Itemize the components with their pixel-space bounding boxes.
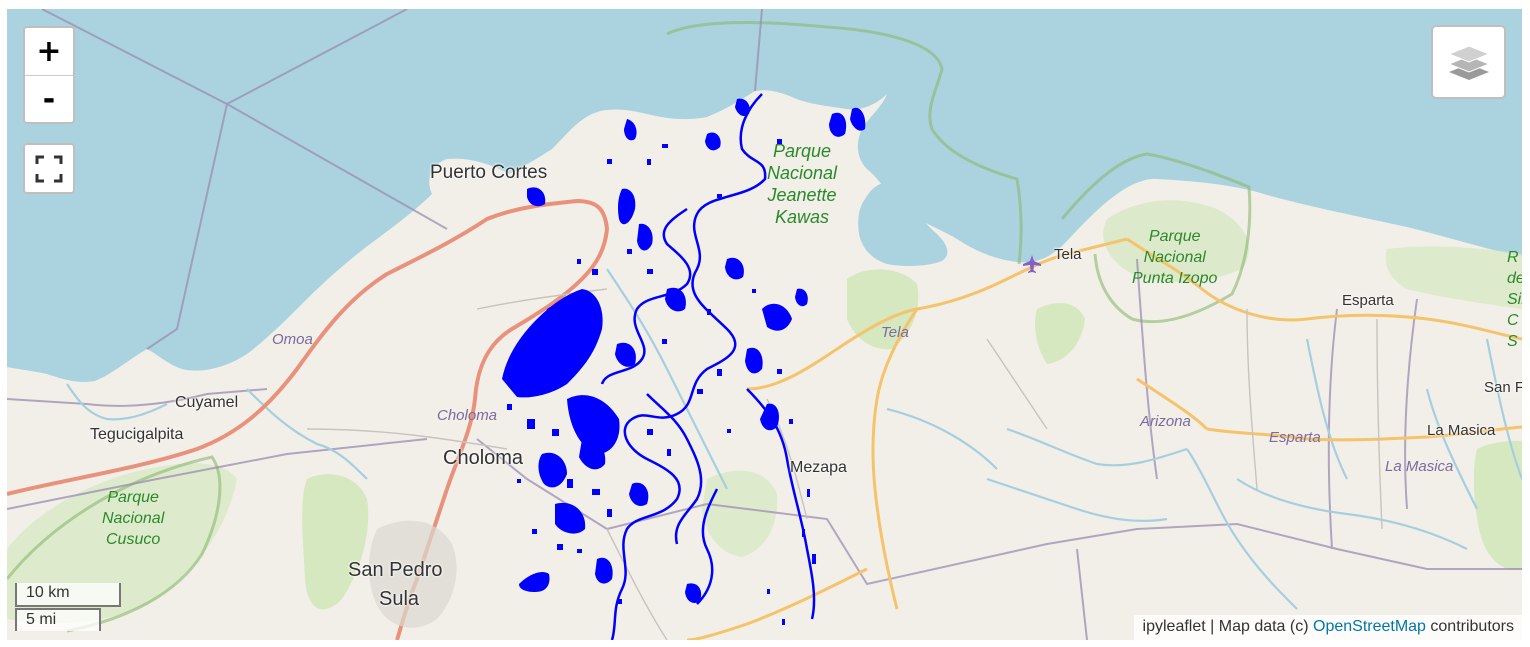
layers-icon <box>1447 45 1490 80</box>
openstreetmap-link[interactable]: OpenStreetMap <box>1313 618 1426 635</box>
park-tela <box>847 269 919 350</box>
label-cuyamel: Cuyamel <box>175 394 239 411</box>
scale-bar-mi: 5 mi <box>15 608 101 631</box>
label-park-punta-izopo: Parque Nacional Punta Izopo <box>1132 228 1218 287</box>
label-sula: Sula <box>379 588 420 610</box>
zoom-in-button[interactable]: + <box>25 28 73 76</box>
label-la-masica-municipality: La Masica <box>1385 458 1454 475</box>
fullscreen-button[interactable] <box>23 143 75 194</box>
label-puerto-cortes: Puerto Cortes <box>430 162 548 183</box>
label-san-fr: San Fr <box>1484 379 1522 396</box>
flood-rivers <box>600 93 816 640</box>
label-tela-municipality: Tela <box>881 324 909 341</box>
map-view[interactable]: Puerto Cortes Omoa Cuyamel Tegucigalpita… <box>7 9 1522 640</box>
basemap <box>7 9 1522 640</box>
lagoon <box>858 182 948 266</box>
attribution-prefix: ipyleaflet | Map data (c) <box>1142 618 1313 635</box>
sea <box>7 9 1522 382</box>
park-green <box>1035 303 1085 364</box>
airport-icon <box>1023 255 1041 273</box>
label-omoa: Omoa <box>272 331 313 348</box>
zoom-control: + - <box>23 26 75 124</box>
flood-overlay <box>502 98 866 625</box>
label-san-pedro: San Pedro <box>348 559 443 581</box>
label-mezapa: Mezapa <box>790 459 847 476</box>
attribution: ipyleaflet | Map data (c) OpenStreetMap … <box>1133 615 1522 640</box>
label-tela: Tela <box>1054 246 1082 263</box>
label-la-masica: La Masica <box>1427 422 1496 439</box>
layers-button[interactable] <box>1431 25 1506 99</box>
label-tegucigalpita: Tegucigalpita <box>90 426 184 443</box>
fullscreen-icon <box>35 155 63 182</box>
label-park-cusuco: Parque Nacional Cusuco <box>102 489 165 548</box>
label-choloma-municipality: Choloma <box>437 407 498 424</box>
park-east <box>1385 246 1522 309</box>
park-izopo <box>1103 200 1249 283</box>
park-center <box>702 470 778 557</box>
label-choloma: Choloma <box>443 447 524 469</box>
label-esparta-municipality: Esparta <box>1269 429 1321 446</box>
urban-area <box>368 520 457 628</box>
park-se <box>1473 440 1522 570</box>
park-area <box>302 474 369 610</box>
label-park-jeanette-kawas: Parque Nacional Jeanette Kawas <box>767 141 838 227</box>
zoom-out-button[interactable]: - <box>42 82 56 117</box>
scale-bar-km: 10 km <box>15 583 121 607</box>
label-esparta: Esparta <box>1342 292 1394 309</box>
label-arizona: Arizona <box>1140 413 1191 430</box>
attribution-suffix: contributors <box>1425 618 1514 635</box>
label-park-edge: RdeSilCS <box>1507 249 1522 350</box>
